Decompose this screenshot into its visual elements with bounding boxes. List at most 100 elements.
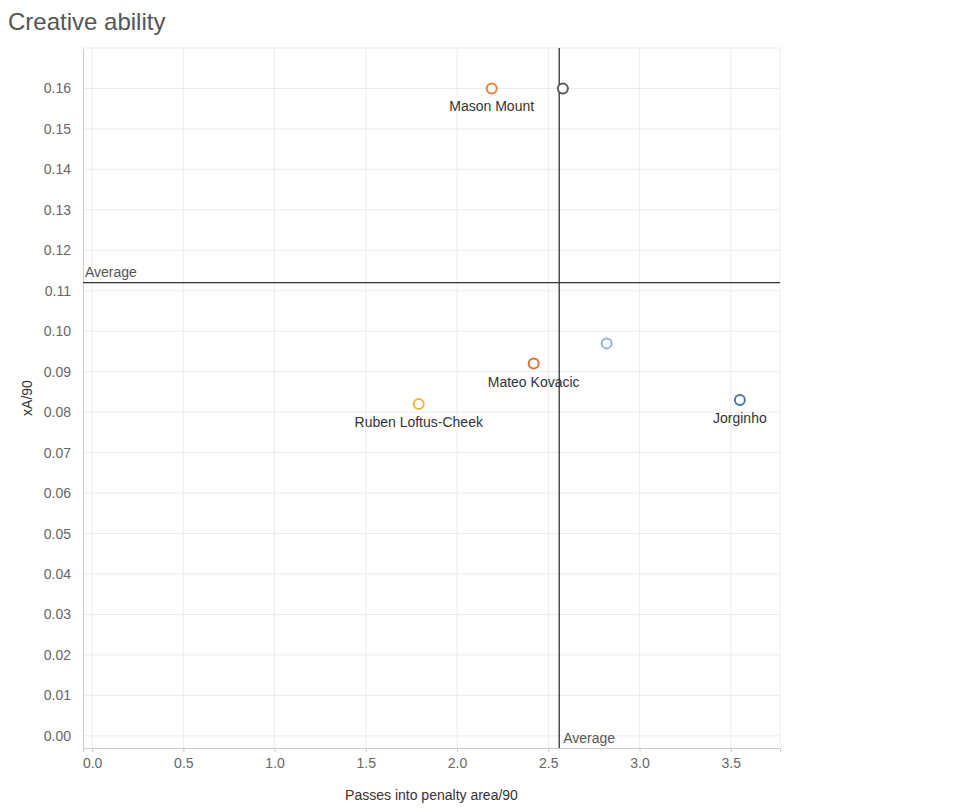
y-tick: 0.11 — [45, 283, 83, 299]
y-tick: 0.15 — [44, 121, 83, 137]
y-tick: 0.12 — [44, 242, 83, 258]
y-axis: 0.00 0.01 0.02 0.03 0.04 0.05 0.06 0.07 0.08 0.09… — [44, 49, 84, 749]
y-tick-label: 0.01 — [44, 687, 71, 703]
grid-line-x — [548, 48, 549, 748]
y-tick-label: 0.09 — [44, 364, 71, 380]
y-axis-title: xA/90 — [19, 380, 35, 416]
x-tick: 2.0 — [448, 748, 468, 771]
grid-line-y — [83, 250, 780, 251]
x-tick-mark — [457, 748, 458, 752]
x-tick-label: 2.0 — [448, 755, 468, 771]
y-tick: 0.04 — [44, 566, 83, 582]
y-tick-label: 0.16 — [44, 80, 71, 96]
point-label: Jorginho — [713, 410, 767, 426]
x-tick-mark — [92, 748, 93, 752]
grid-line-y — [83, 493, 780, 494]
grid — [83, 48, 780, 748]
x-tick-label: 1.5 — [357, 755, 377, 771]
y-tick-label: 0.10 — [44, 323, 71, 339]
y-tick: 0.08 — [44, 404, 83, 420]
grid-line-y — [83, 735, 780, 736]
point — [414, 399, 424, 409]
y-tick-label: 0.00 — [44, 728, 71, 744]
grid-line-y — [83, 654, 780, 655]
y-tick-label: 0.03 — [44, 606, 71, 622]
point — [735, 395, 745, 405]
point — [487, 83, 497, 93]
grid-line-x — [183, 48, 184, 748]
y-tick: 0.03 — [44, 606, 83, 622]
plot-area: 0.0 0.5 1.0 1.5 2.0 2.5 3.0 3.5 0.00 0.01 0.02 0.03… — [44, 48, 781, 771]
reference-lines — [83, 48, 780, 748]
x-tick: 0.5 — [174, 748, 194, 771]
grid-line-x — [365, 48, 366, 748]
x-tick-mark — [275, 748, 276, 752]
x-tick-label: 3.0 — [630, 755, 650, 771]
x-tick-mark — [548, 748, 549, 752]
y-tick-label: 0.08 — [44, 404, 71, 420]
x-tick: 0.0 — [83, 748, 103, 771]
x-tick-label: 3.5 — [722, 755, 742, 771]
x-axis-line — [84, 749, 781, 753]
y-tick-label: 0.04 — [44, 566, 71, 582]
y-tick-label: 0.15 — [44, 121, 71, 137]
y-tick: 0.09 — [44, 364, 83, 380]
y-tick-label: 0.06 — [44, 485, 71, 501]
grid-line-y — [83, 371, 780, 372]
y-tick: 0.06 — [44, 485, 83, 501]
y-tick: 0.14 — [44, 161, 83, 177]
y-tick: 0.05 — [44, 526, 83, 542]
x-tick: 1.0 — [265, 748, 285, 771]
grid-line-y — [83, 695, 780, 696]
grid-line-y — [83, 533, 780, 534]
x-tick-label: 0.5 — [174, 755, 194, 771]
grid-line-y — [83, 574, 780, 575]
x-tick-label: 0.0 — [83, 755, 103, 771]
grid-line-x — [639, 48, 640, 748]
y-tick-label: 0.13 — [44, 202, 71, 218]
x-axis: 0.0 0.5 1.0 1.5 2.0 2.5 3.0 3.5 — [83, 748, 781, 771]
grid-line-x — [457, 48, 458, 748]
x-tick-mark — [731, 748, 732, 752]
points — [414, 83, 745, 409]
title: Creative ability — [8, 8, 165, 35]
y-tick: 0.00 — [44, 728, 83, 744]
frame-right — [780, 48, 781, 748]
reference-line — [559, 48, 560, 748]
point — [529, 359, 539, 369]
reference-line — [83, 282, 780, 283]
y-tick-label: 0.07 — [44, 445, 71, 461]
grid-line-y — [83, 331, 780, 332]
x-tick: 3.5 — [722, 748, 742, 771]
y-tick: 0.07 — [44, 445, 83, 461]
y-tick-label: 0.02 — [44, 647, 71, 663]
reference-label: Average — [563, 730, 615, 746]
grid-line-y — [83, 128, 780, 129]
grid-line-x — [92, 48, 93, 748]
x-axis-title: Passes into penalty area/90 — [345, 787, 518, 803]
y-tick: 0.10 — [44, 323, 83, 339]
x-tick-mark — [366, 748, 367, 752]
y-tick: 0.16 — [44, 80, 83, 96]
reference-labels: Average Average — [85, 264, 615, 746]
grid-line-y — [83, 290, 780, 291]
grid-line-y — [83, 412, 780, 413]
y-tick: 0.13 — [44, 202, 83, 218]
point-labels: Mason MountMateo KovacicRuben Loftus-Che… — [355, 98, 767, 430]
grid-line-y — [83, 614, 780, 615]
grid-line-y — [83, 452, 780, 453]
x-tick-label: 2.5 — [539, 755, 559, 771]
x-tick-mark — [183, 748, 184, 752]
grid-line-y — [83, 88, 780, 89]
y-axis-line — [83, 49, 84, 749]
grid-line-y — [83, 209, 780, 210]
y-tick-label: 0.11 — [45, 283, 71, 299]
point — [602, 338, 612, 348]
y-tick: 0.01 — [44, 687, 83, 703]
y-tick: 0.02 — [44, 647, 83, 663]
y-tick-label: 0.14 — [44, 161, 71, 177]
chart: Creative ability 0.0 0.5 1.0 1.5 2.0 2.5 3.0 3.5… — [0, 0, 960, 808]
grid-line-x — [730, 48, 731, 748]
reference-label: Average — [85, 264, 137, 280]
grid-line-y — [83, 169, 780, 170]
